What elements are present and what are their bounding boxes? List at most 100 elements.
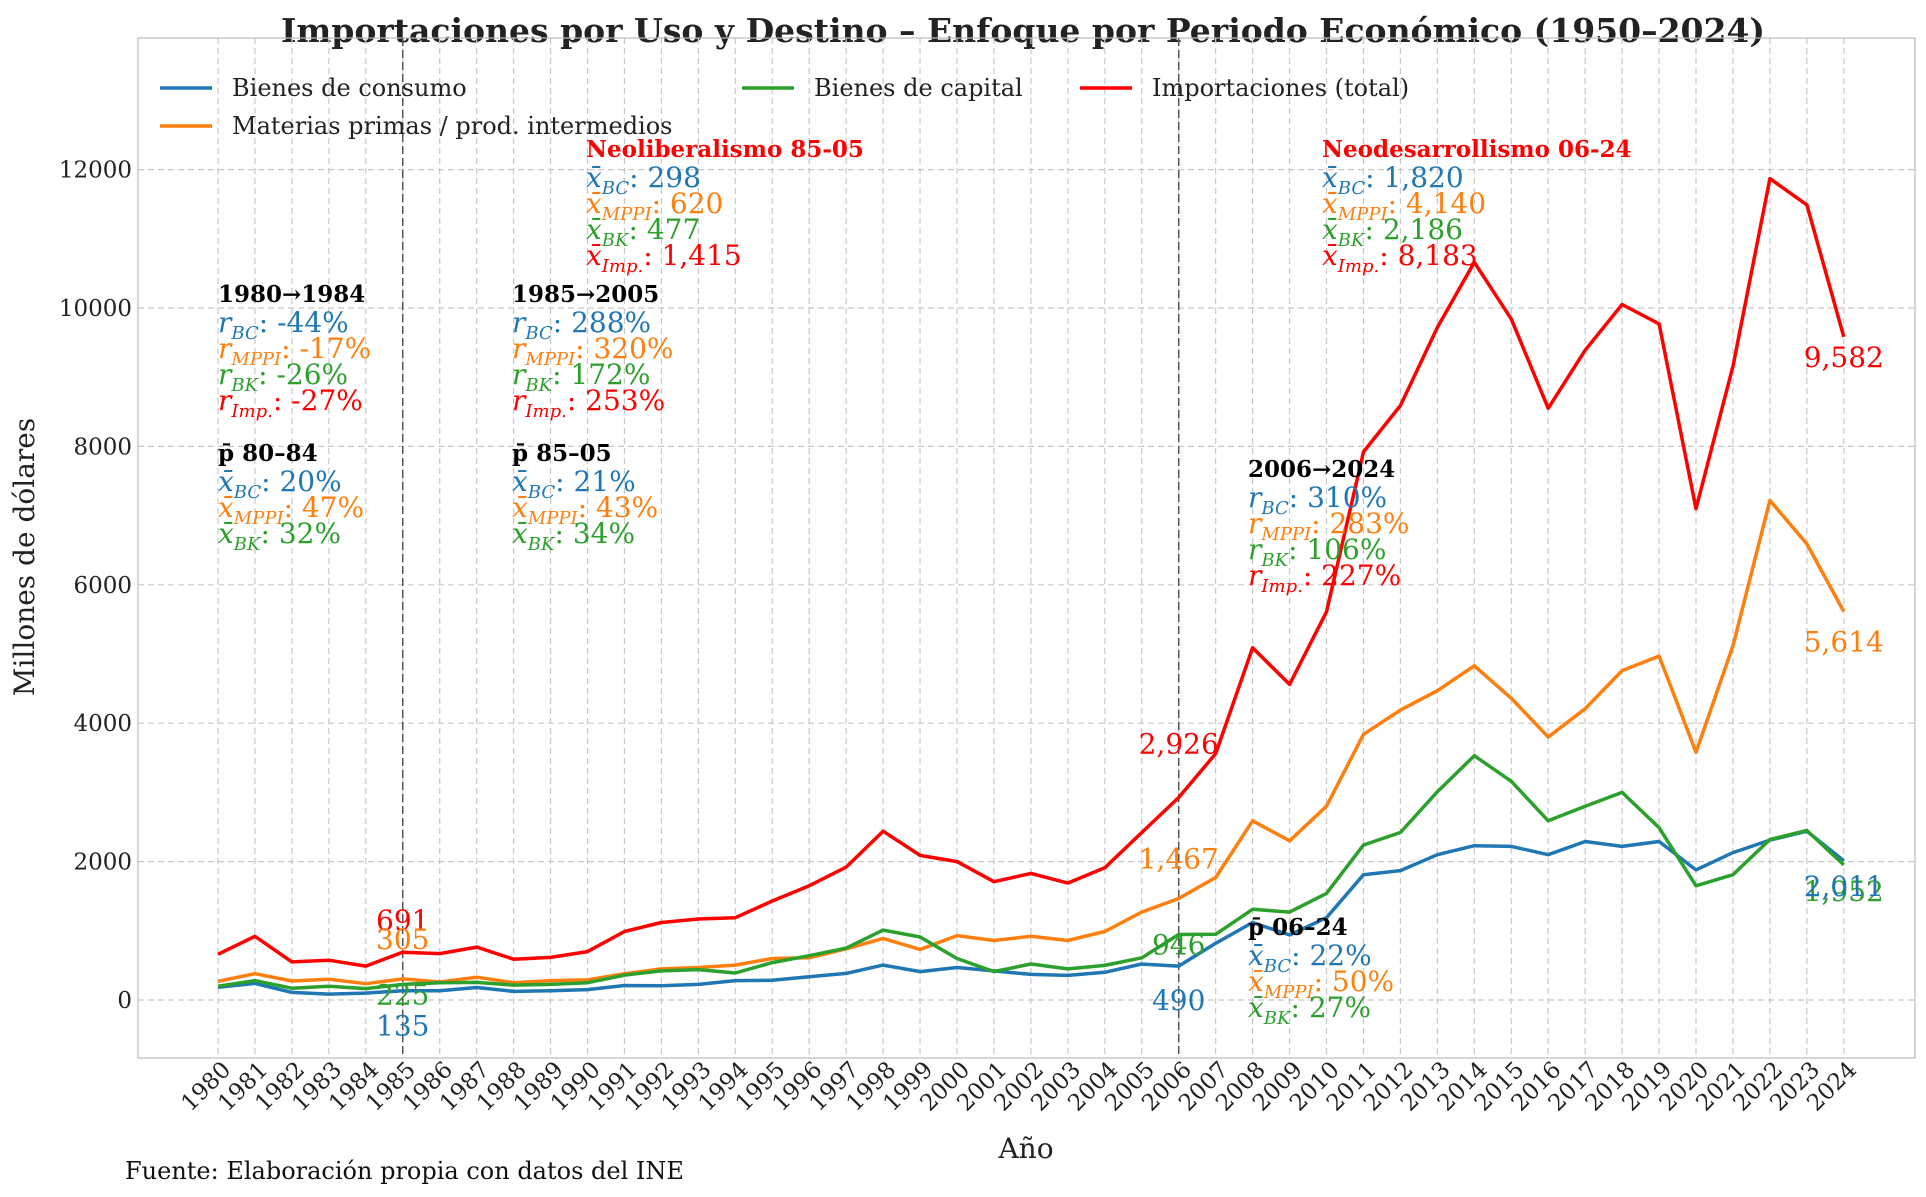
annotation-value: : -44% [259,306,349,339]
annotation-subscript: Imp. [1337,256,1379,277]
annotation-share_80_84-row: x̄MPPI: 47% [218,491,364,529]
annotation-value: : -27% [273,384,363,417]
annotation-growth_06_24-row: rBC: 310% [1248,481,1387,519]
point-label-mppi-2006: 1,467 [1139,842,1219,875]
annotation-share_85_05-head: p̄ 85–05 [512,440,612,467]
annotation-growth_06_24-row: rImp.: 227% [1248,559,1401,597]
legend: Bienes de consumo Materias primas / prod.… [160,74,1409,140]
annotation-growth_80_84-head: 1980→1984 [218,281,365,308]
series-line-mppi [217,498,1846,986]
annotation-share_06_24-head: p̄ 06–24 [1248,914,1348,941]
annotation-subscript: BK [524,375,553,396]
annotation-value: : 27% [1290,991,1371,1024]
series-line-imp [217,176,1846,968]
annotation-growth_80_84-row: rMPPI: -17% [218,332,371,370]
annotation-period_neolib-row: x̄BK: 477 [586,213,700,251]
annotation-value: : 477 [628,213,700,246]
y-axis-ticks: 0 2000 4000 6000 8000 10000 12000 [59,158,132,1014]
annotation-value: : 21% [555,465,636,498]
y-tick-label: 10000 [59,296,132,322]
annotation-symbol: x̄ [512,491,528,524]
series-line-bk [217,753,1845,991]
annotation-subscript: BK [601,230,630,251]
x-axis-label: Año [997,1132,1053,1165]
annotation-growth_85_05-row: rBK: 172% [512,358,650,396]
annotation-subscript: BC [230,323,259,344]
annotation-period_neodes-row: x̄BK: 2,186 [1322,213,1463,251]
annotation-subscript: BK [1337,230,1366,251]
annotation-share_85_05-row: x̄MPPI: 43% [512,491,658,529]
point-label-bc-2006: 490 [1152,984,1205,1017]
annotation-value: : 34% [554,517,635,550]
annotation-value: : -17% [281,332,371,365]
annotation-value: : 288% [553,306,651,339]
annotation-value: : 1,415 [643,239,742,272]
annotation-symbol: x̄ [1322,213,1338,246]
y-tick-label: 8000 [73,434,132,460]
annotation-value: : 298 [629,161,701,194]
annotation-symbol: x̄ [586,239,602,272]
annotation-symbol: x̄ [1248,991,1264,1024]
period-dividers [402,38,1180,1058]
annotation-growth_85_05-row: rMPPI: 320% [512,332,674,370]
point-label-bc-1985: 135 [376,1010,429,1043]
annotation-value: : 47% [284,491,365,524]
annotation-share_80_84-row: x̄BK: 32% [218,517,341,555]
grid [138,38,1915,1058]
annotation-subscript: MPPI [527,508,579,529]
point-label-mppi-1985: 305 [376,923,429,956]
annotation-symbol: x̄ [586,161,602,194]
point-label-imp-2006: 2,926 [1139,728,1219,761]
annotation-subscript: Imp. [601,256,643,277]
annotation-value: : 227% [1303,559,1401,592]
annotation-subscript: MPPI [1263,982,1315,1003]
annotation-symbol: x̄ [218,465,234,498]
annotation-symbol: r [512,332,527,365]
annotation-symbol: x̄ [1322,161,1338,194]
annotation-growth_80_84-row: rBC: -44% [218,306,349,344]
annotation-symbol: r [512,358,527,391]
legend-label-bc: Bienes de consumo [232,74,467,102]
annotation-period_neodes-row: x̄MPPI: 4,140 [1322,187,1486,225]
annotation-symbol: r [512,306,527,339]
annotation-subscript: BK [230,375,259,396]
annotation-subscript: BC [233,482,262,503]
annotation-value: : 50% [1314,965,1395,998]
annotation-symbol: r [512,384,527,417]
annotation-share_85_05-row: x̄BC: 21% [512,465,636,503]
annotation-value: : 32% [260,517,341,550]
legend-label-imp: Importaciones (total) [1152,74,1409,102]
annotation-value: : 283% [1311,507,1409,540]
annotation-growth_80_84-row: rImp.: -27% [218,384,363,422]
source-note: Fuente: Elaboración propia con datos del… [125,1157,684,1185]
annotation-subscript: MPPI [233,508,285,529]
annotation-symbol: x̄ [512,465,528,498]
annotation-symbol: x̄ [218,491,234,524]
annotation-symbol: r [1248,507,1263,540]
annotation-subscript: BC [601,178,630,199]
annotation-growth_06_24-row: rBK: 106% [1248,533,1386,571]
y-tick-label: 6000 [73,573,132,599]
series-line-bc [217,829,1845,996]
point-label-bc-2024: 2,011 [1804,870,1884,903]
annotation-value: : 8,183 [1379,239,1478,272]
y-axis-label: Millones de dólares [8,418,41,696]
y-tick-label: 2000 [73,850,132,876]
annotation-period_neodes-head: Neodesarrollismo 06-24 [1322,136,1632,163]
y-tick-label: 4000 [73,711,132,737]
legend-label-mppi: Materias primas / prod. intermedios [232,112,673,140]
series-lines [217,176,1846,996]
annotation-value: : 4,140 [1388,187,1487,220]
annotation-period_neodes-row: x̄BC: 1,820 [1322,161,1464,199]
point-label-mppi-2024: 5,614 [1804,626,1884,659]
annotation-subscript: BC [1260,498,1289,519]
annotation-subscript: Imp. [1260,576,1302,597]
annotation-symbol: r [218,358,233,391]
annotation-period_neodes-row: x̄Imp.: 8,183 [1322,239,1478,277]
annotation-value: : 172% [552,358,650,391]
annotation-symbol: r [1248,481,1263,514]
annotation-period_neolib-row: x̄Imp.: 1,415 [586,239,742,277]
point-label-imp-1985: 691 [376,904,429,937]
annotation-value: : 106% [1288,533,1386,566]
